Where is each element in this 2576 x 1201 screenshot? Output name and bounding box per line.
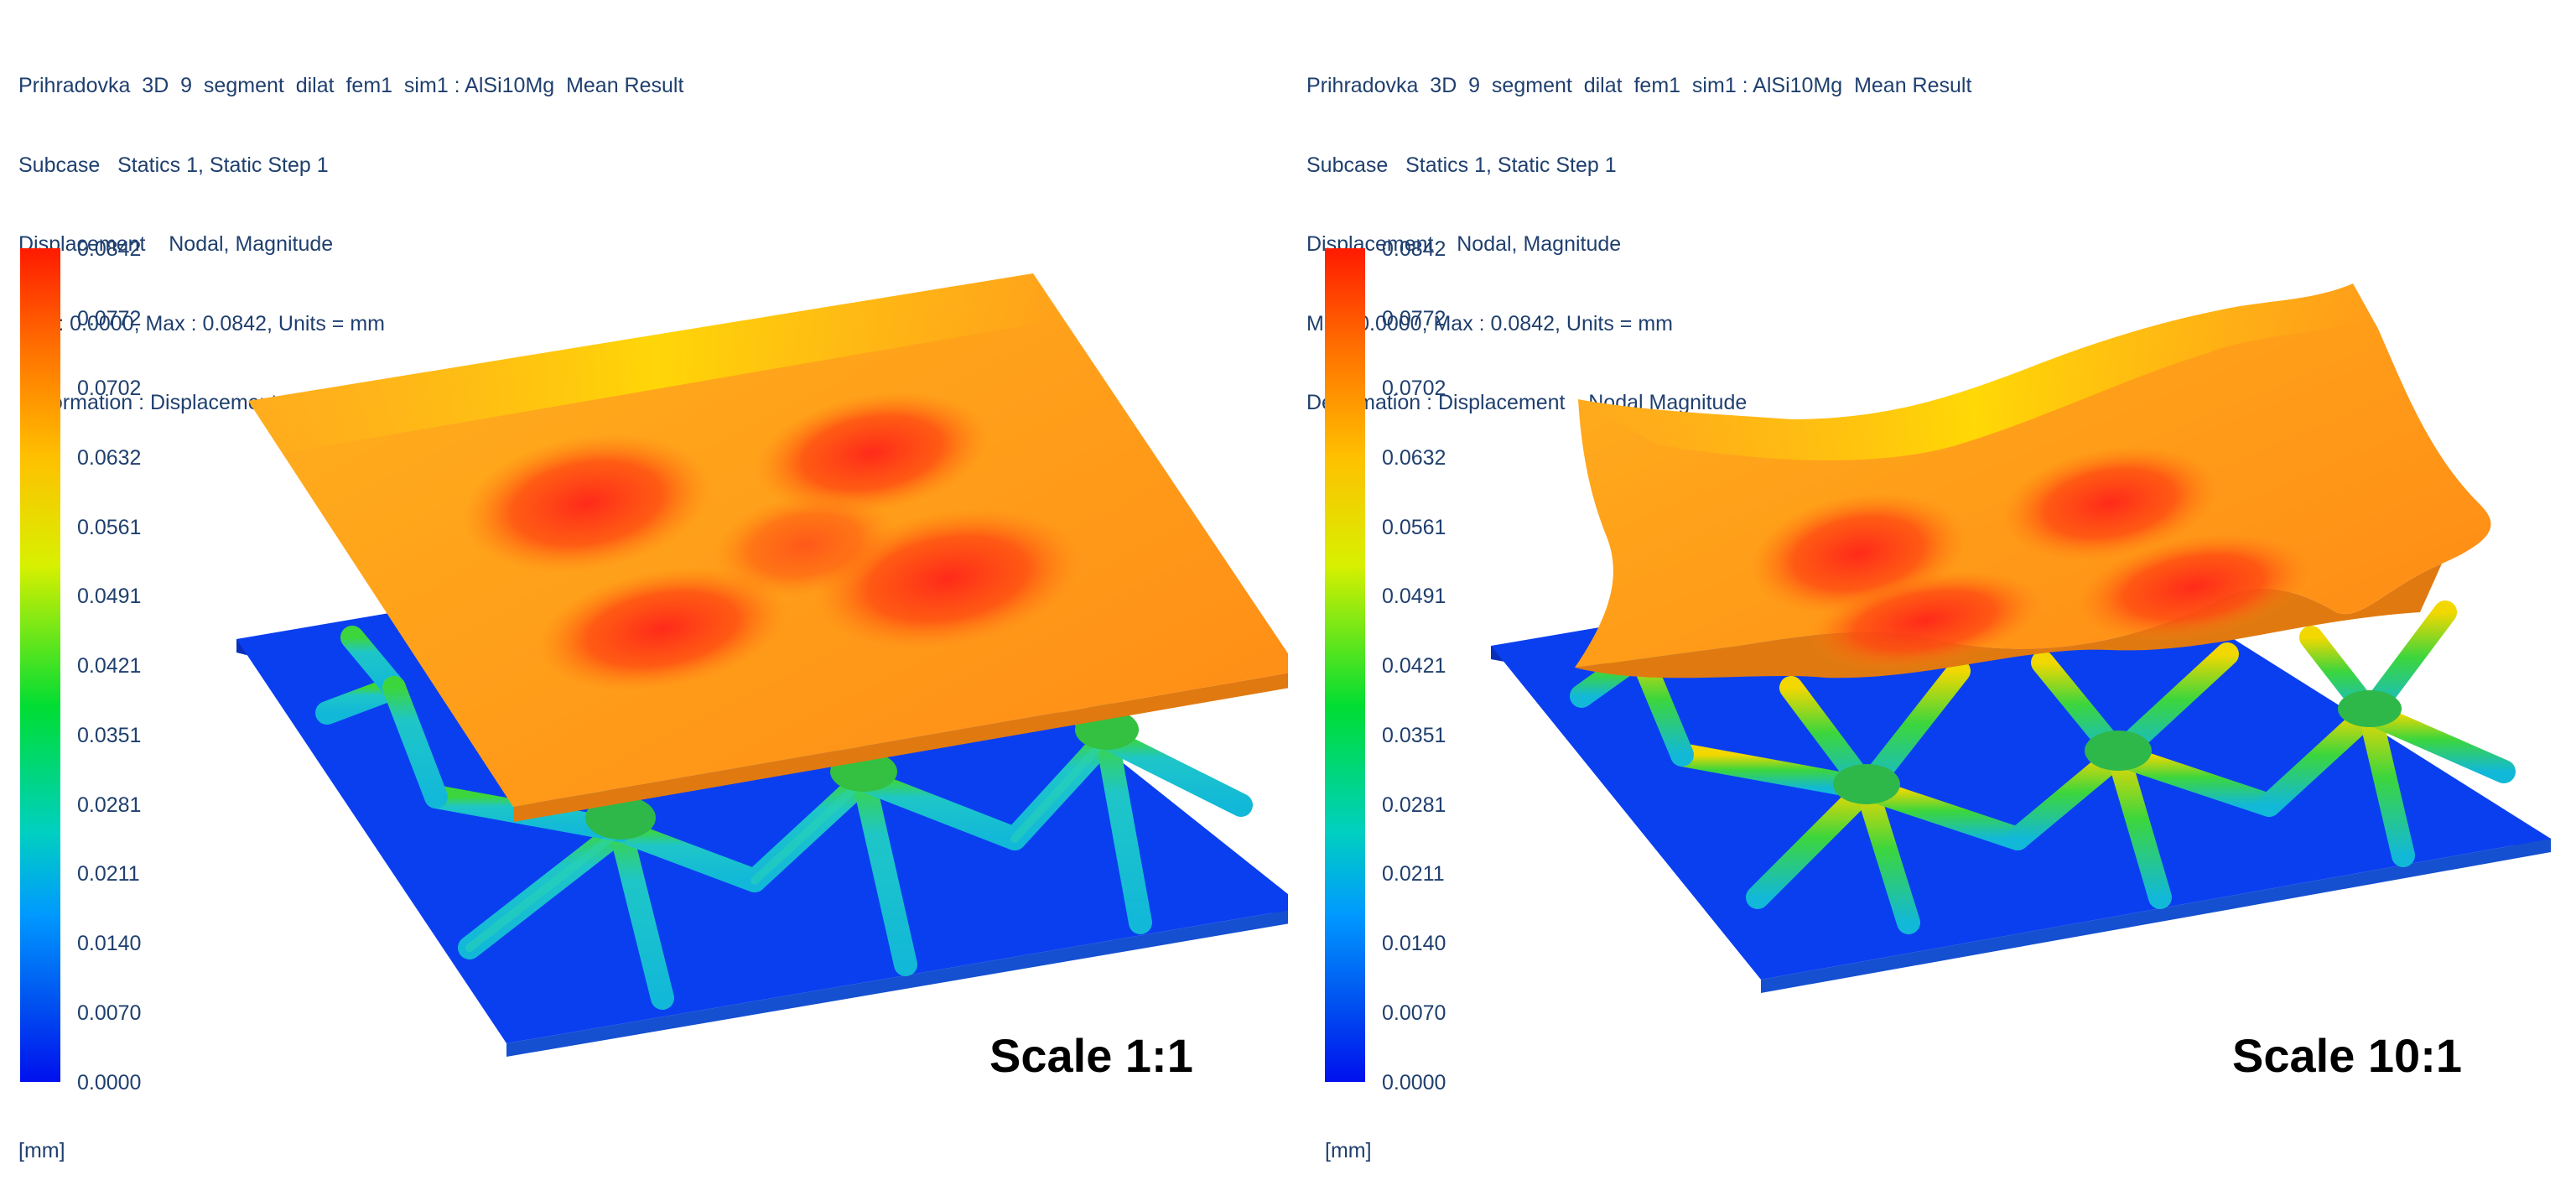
top-plate-deformed <box>1575 283 2491 678</box>
legend-value: 0.0281 <box>77 793 142 817</box>
lattice-nodes <box>585 710 1139 840</box>
legend-value: 0.0491 <box>77 585 142 608</box>
legend-value: 0.0421 <box>77 654 142 678</box>
legend-value: 0.0702 <box>1382 377 1446 400</box>
scale-label: Scale 1:1 <box>989 1029 1193 1082</box>
legend-value: 0.0632 <box>1382 446 1446 470</box>
legend-value: 0.0421 <box>1382 654 1446 678</box>
legend-value: 0.0070 <box>1382 1001 1446 1025</box>
units-label: [mm] <box>1325 1139 1372 1162</box>
fem-model-view-deformed <box>1491 283 2551 993</box>
result-panel-scale-10-1: Prihradovka 3D 9 segment dilat fem1 sim1… <box>1288 0 2576 1201</box>
legend-value: 0.0632 <box>77 446 142 470</box>
legend-value: 0.0702 <box>77 377 142 400</box>
color-legend-bar <box>20 248 60 1082</box>
legend-value: 0.0772 <box>77 307 142 330</box>
legend-value: 0.0491 <box>1382 585 1446 608</box>
legend-value: 0.0561 <box>1382 516 1446 539</box>
legend-value: 0.0140 <box>1382 932 1446 955</box>
legend-value: 0.0281 <box>1382 793 1446 817</box>
header-line-subcase: Subcase Statics 1, Static Step 1 <box>18 153 329 177</box>
result-panel-scale-1-1: Prihradovka 3D 9 segment dilat fem1 sim1… <box>18 74 1288 1162</box>
legend-value: 0.0842 <box>77 237 142 261</box>
legend-value: 0.0140 <box>77 932 142 955</box>
lattice-nodes <box>1833 690 2402 804</box>
legend-value: 0.0070 <box>77 1001 142 1025</box>
top-plate <box>248 273 1288 822</box>
legend-value: 0.0000 <box>1382 1071 1446 1094</box>
legend-value: 0.0842 <box>1382 237 1446 261</box>
legend-value: 0.0211 <box>77 862 140 886</box>
scale-label: Scale 10:1 <box>2232 1029 2462 1082</box>
legend-value: 0.0351 <box>77 724 142 747</box>
legend-value: 0.0211 <box>1382 862 1445 886</box>
legend-value: 0.0772 <box>1382 307 1446 330</box>
units-label: [mm] <box>18 1139 65 1162</box>
header-line-subcase: Subcase Statics 1, Static Step 1 <box>1306 153 1617 177</box>
fem-model-view-undeformed <box>236 273 1288 1057</box>
color-legend-bar <box>1325 248 1365 1082</box>
legend-value: 0.0351 <box>1382 724 1446 747</box>
header-line-title: Prihradovka 3D 9 segment dilat fem1 sim1… <box>1306 74 1972 97</box>
lattice-struts <box>1570 575 2516 934</box>
legend-value: 0.0561 <box>77 516 142 539</box>
header-line-title: Prihradovka 3D 9 segment dilat fem1 sim1… <box>18 74 684 97</box>
legend-value: 0.0000 <box>77 1071 142 1094</box>
